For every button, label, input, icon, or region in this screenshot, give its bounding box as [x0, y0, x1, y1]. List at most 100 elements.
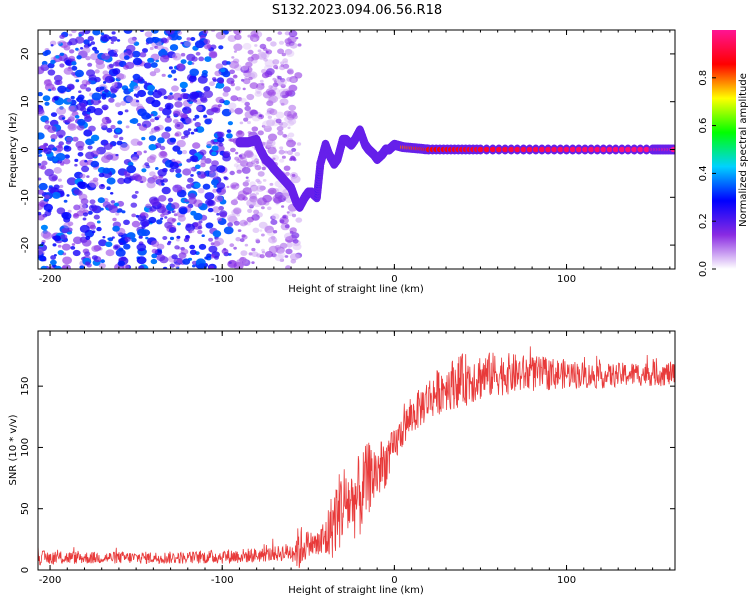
- noise-speck: [281, 205, 285, 208]
- noise-speck: [180, 59, 187, 64]
- noise-speck: [285, 248, 293, 255]
- noise-speck: [184, 198, 189, 203]
- noise-speck: [159, 256, 169, 264]
- noise-speck: [88, 125, 96, 132]
- noise-speck: [102, 70, 109, 75]
- noise-speck: [56, 129, 66, 138]
- noise-speck: [262, 179, 267, 182]
- trace-point: [563, 146, 570, 153]
- noise-speck: [63, 67, 73, 75]
- noise-speck: [292, 239, 299, 244]
- noise-speck: [145, 37, 154, 44]
- noise-speck: [167, 197, 174, 203]
- noise-speck: [130, 80, 134, 84]
- noise-speck: [109, 93, 116, 99]
- noise-speck: [147, 84, 155, 92]
- noise-speck: [96, 220, 101, 224]
- noise-speck: [121, 210, 126, 214]
- noise-speck: [279, 219, 285, 224]
- noise-speck: [164, 117, 172, 123]
- noise-speck: [174, 245, 180, 250]
- trace-point: [538, 146, 545, 153]
- noise-speck: [160, 217, 164, 220]
- noise-speck: [84, 251, 91, 257]
- noise-speck: [106, 186, 111, 190]
- noise-speck: [100, 259, 105, 264]
- trace-point: [489, 146, 496, 153]
- noise-speck: [112, 68, 121, 75]
- noise-speck: [171, 254, 178, 260]
- noise-speck: [148, 216, 157, 224]
- noise-speck: [192, 118, 197, 121]
- noise-speck: [116, 140, 123, 146]
- noise-speck: [156, 44, 164, 51]
- noise-speck: [280, 83, 286, 89]
- noise-speck: [103, 143, 113, 150]
- noise-speck: [39, 154, 43, 157]
- noise-speck: [227, 214, 237, 222]
- snr-y-label: SNR (10 * v/v): [8, 414, 19, 485]
- noise-speck: [282, 215, 287, 219]
- noise-speck: [247, 56, 254, 62]
- noise-speck: [114, 245, 119, 249]
- noise-speck: [235, 151, 239, 155]
- noise-speck: [235, 130, 245, 138]
- noise-speck: [245, 61, 253, 68]
- noise-speck: [135, 150, 143, 156]
- spectrogram-x-label: Height of straight line (km): [288, 284, 424, 295]
- noise-speck: [39, 255, 47, 262]
- noise-speck: [158, 195, 167, 202]
- noise-speck: [291, 141, 297, 145]
- noise-speck: [111, 236, 115, 239]
- noise-speck: [180, 117, 185, 122]
- noise-speck: [279, 79, 287, 86]
- noise-speck: [125, 125, 130, 129]
- noise-speck: [287, 126, 291, 130]
- noise-speck: [287, 132, 295, 138]
- noise-speck: [208, 237, 214, 242]
- noise-speck: [53, 74, 63, 82]
- noise-speck: [197, 225, 203, 230]
- noise-speck: [80, 198, 89, 205]
- noise-speck: [70, 95, 75, 100]
- noise-speck: [137, 89, 147, 98]
- trace-point: [551, 146, 558, 153]
- trace-point: [637, 146, 644, 153]
- noise-speck: [87, 145, 93, 150]
- noise-speck: [90, 53, 100, 61]
- noise-speck: [286, 120, 295, 127]
- noise-speck: [98, 100, 102, 103]
- noise-speck: [191, 56, 198, 62]
- trace-point: [477, 146, 484, 153]
- noise-speck: [63, 145, 72, 152]
- noise-speck: [44, 101, 50, 106]
- noise-speck: [252, 38, 257, 42]
- noise-speck: [180, 112, 188, 119]
- noise-speck: [169, 236, 175, 241]
- noise-speck: [214, 255, 219, 260]
- noise-speck: [83, 129, 93, 137]
- noise-speck: [153, 126, 160, 131]
- noise-speck: [160, 37, 168, 44]
- noise-speck: [141, 225, 146, 229]
- noise-speck: [47, 69, 56, 76]
- noise-speck: [38, 177, 42, 181]
- noise-speck: [268, 145, 274, 150]
- noise-speck: [63, 199, 68, 203]
- noise-speck: [74, 115, 80, 119]
- noise-speck: [244, 105, 251, 111]
- noise-speck: [68, 38, 78, 46]
- noise-speck: [57, 41, 62, 45]
- noise-speck: [238, 154, 243, 158]
- noise-speck: [53, 167, 62, 174]
- noise-speck: [94, 49, 100, 54]
- noise-speck: [286, 242, 293, 248]
- noise-speck: [145, 236, 149, 240]
- noise-speck: [254, 90, 263, 97]
- noise-speck: [172, 210, 176, 213]
- noise-speck: [244, 101, 250, 107]
- noise-speck: [171, 52, 182, 61]
- trace-point: [502, 146, 509, 153]
- noise-speck: [230, 147, 236, 153]
- noise-speck: [113, 49, 119, 53]
